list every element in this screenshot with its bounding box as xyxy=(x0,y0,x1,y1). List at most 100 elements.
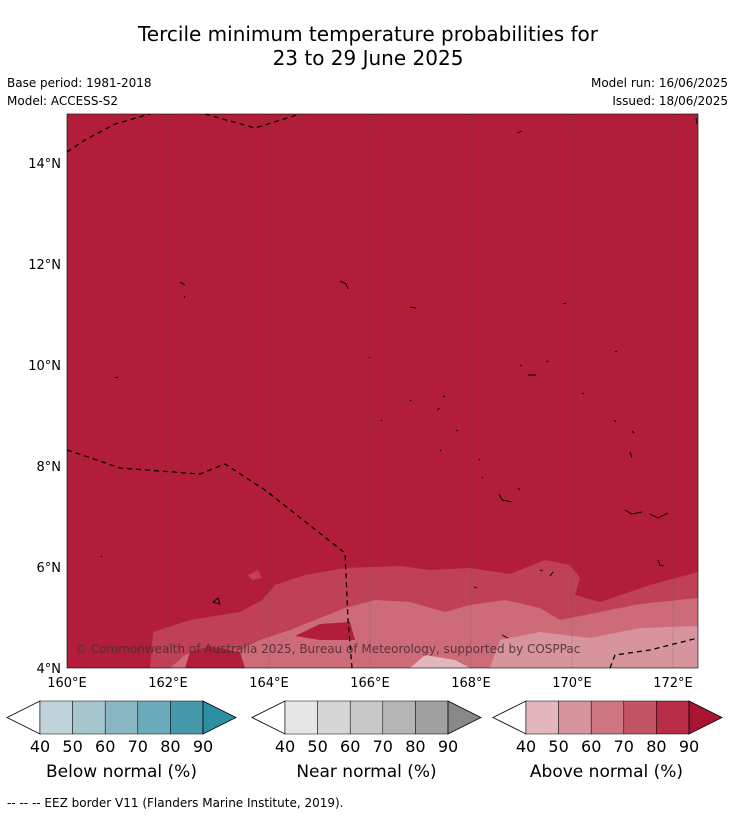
island xyxy=(100,555,103,558)
title-line-1: Tercile minimum temperature probabilitie… xyxy=(137,22,599,46)
colorbar-segment xyxy=(170,700,204,735)
base-period: Base period: 1981-2018 xyxy=(7,76,152,90)
colorbar-tick-label: 80 xyxy=(405,737,425,756)
lat-tick-label: 6°N xyxy=(37,561,62,576)
eez-borders xyxy=(67,114,698,668)
colorbar-tick-label: 50 xyxy=(307,737,327,756)
lat-axis: 14°N 12°N 10°N 8°N 6°N 4°N xyxy=(28,157,61,677)
island xyxy=(581,392,585,395)
colorbar-segment xyxy=(525,700,559,735)
island xyxy=(473,586,478,589)
island xyxy=(380,419,459,432)
map-frame xyxy=(66,113,699,669)
model-name: Model: ACCESS-S2 xyxy=(7,94,119,108)
colorbar-segment xyxy=(104,700,139,735)
colorbar-segment xyxy=(137,700,171,735)
lat-tick-label: 10°N xyxy=(28,359,61,374)
lon-tick-label: 168°E xyxy=(451,676,491,691)
below-normal-colorbar: 40 50 60 70 80 90 xyxy=(6,700,237,756)
lat-tick-label: 8°N xyxy=(37,460,62,475)
island xyxy=(339,280,349,290)
above-normal-colorbar: 40 50 60 70 80 90 xyxy=(492,700,723,756)
above-normal-label: Above normal (%) xyxy=(529,762,684,782)
above-normal-90-patch-3 xyxy=(248,570,262,580)
lat-tick-label: 14°N xyxy=(28,157,61,172)
colorbar-tick-label: 50 xyxy=(62,737,82,756)
colorbar-segment xyxy=(623,700,657,735)
eez-border-south xyxy=(609,637,698,668)
above-normal-90-patch-2 xyxy=(295,622,355,640)
lat-tick-label: 4°N xyxy=(37,662,62,677)
eez-border-north xyxy=(67,114,151,153)
colorbar-tick-label: 80 xyxy=(646,737,666,756)
islands xyxy=(100,117,698,639)
colorbar-segment xyxy=(656,700,690,735)
gridlines xyxy=(67,114,698,668)
colorbar-segment xyxy=(349,700,384,735)
colorbar-tick-label: 80 xyxy=(160,737,180,756)
colorbar-over-arrow xyxy=(447,700,482,735)
island xyxy=(409,306,417,309)
meta-left: Base period: 1981-2018 Model: ACCESS-S2 xyxy=(7,74,152,110)
above-normal-60-patch xyxy=(410,655,470,668)
colorbar-segment xyxy=(284,700,318,735)
model-run: Model run: 16/06/2025 xyxy=(590,76,728,90)
island xyxy=(539,569,554,577)
eez-border-west xyxy=(67,449,353,668)
title-line-2: 23 to 29 June 2025 xyxy=(272,46,464,70)
colorbar-segment xyxy=(39,700,73,735)
colorbar-segment xyxy=(558,700,592,735)
island xyxy=(179,281,186,299)
near-normal-colorbar: 40 50 60 70 80 90 xyxy=(251,700,482,756)
colorbar-segment xyxy=(317,700,351,735)
island xyxy=(439,449,484,479)
lon-tick-label: 170°E xyxy=(552,676,592,691)
above-normal-70-region-2 xyxy=(490,626,698,668)
island xyxy=(657,559,665,567)
colorbar-tick-label: 60 xyxy=(95,737,115,756)
colorbar-tick-label: 60 xyxy=(340,737,360,756)
island xyxy=(516,130,523,134)
colorbar-under-arrow xyxy=(492,700,527,735)
island xyxy=(614,350,618,353)
meta-right: Model run: 16/06/2025 Issued: 18/06/2025 xyxy=(591,74,728,110)
island xyxy=(368,356,371,359)
above-normal-90-patch xyxy=(185,646,245,668)
copyright-notice: © Commonwealth of Australia 2025, Bureau… xyxy=(75,642,580,656)
colorbar-tick-label: 40 xyxy=(30,737,50,756)
colorbar-segment xyxy=(72,700,106,735)
lat-tick-label: 12°N xyxy=(28,258,61,273)
colorbar-tick-label: 90 xyxy=(438,737,458,756)
island xyxy=(498,487,521,503)
colorbar-segment xyxy=(382,700,416,735)
island xyxy=(624,509,669,519)
lon-tick-label: 172°E xyxy=(653,676,693,691)
island xyxy=(212,597,221,605)
lon-tick-label: 160°E xyxy=(47,676,87,691)
lon-tick-label: 164°E xyxy=(249,676,289,691)
eez-footnote: -- -- -- EEZ border V11 (Flanders Marine… xyxy=(7,796,344,810)
colorbar-tick-label: 70 xyxy=(373,737,393,756)
colorbar-tick-label: 40 xyxy=(275,737,295,756)
below-normal-label: Below normal (%) xyxy=(46,762,197,782)
colorbar-over-arrow xyxy=(202,700,237,735)
colorbar-under-arrow xyxy=(6,700,41,735)
island xyxy=(409,395,446,411)
chart-title: Tercile minimum temperature probabilitie… xyxy=(0,22,736,70)
colorbars: 40 50 60 70 80 90 40 50 60 70 80 90 40 50 60 70 80 90 xyxy=(6,700,723,756)
eez-border-north-2 xyxy=(204,114,301,129)
map-plot-area: © Commonwealth of Australia 2025, Bureau… xyxy=(67,114,698,668)
colorbar-under-arrow xyxy=(251,700,286,735)
colorbar-tick-label: 50 xyxy=(548,737,568,756)
colorbar-tick-label: 90 xyxy=(679,737,699,756)
probability-map: © Commonwealth of Australia 2025, Bureau… xyxy=(6,113,723,756)
island xyxy=(114,376,119,379)
island xyxy=(613,419,635,459)
colorbar-tick-label: 40 xyxy=(516,737,536,756)
island xyxy=(695,117,698,125)
island xyxy=(501,634,509,639)
lon-tick-label: 162°E xyxy=(148,676,188,691)
colorbar-segment xyxy=(415,700,449,735)
lon-axis: 160°E 162°E 164°E 166°E 168°E 170°E 172°… xyxy=(47,676,693,691)
colorbar-tick-label: 70 xyxy=(614,737,634,756)
